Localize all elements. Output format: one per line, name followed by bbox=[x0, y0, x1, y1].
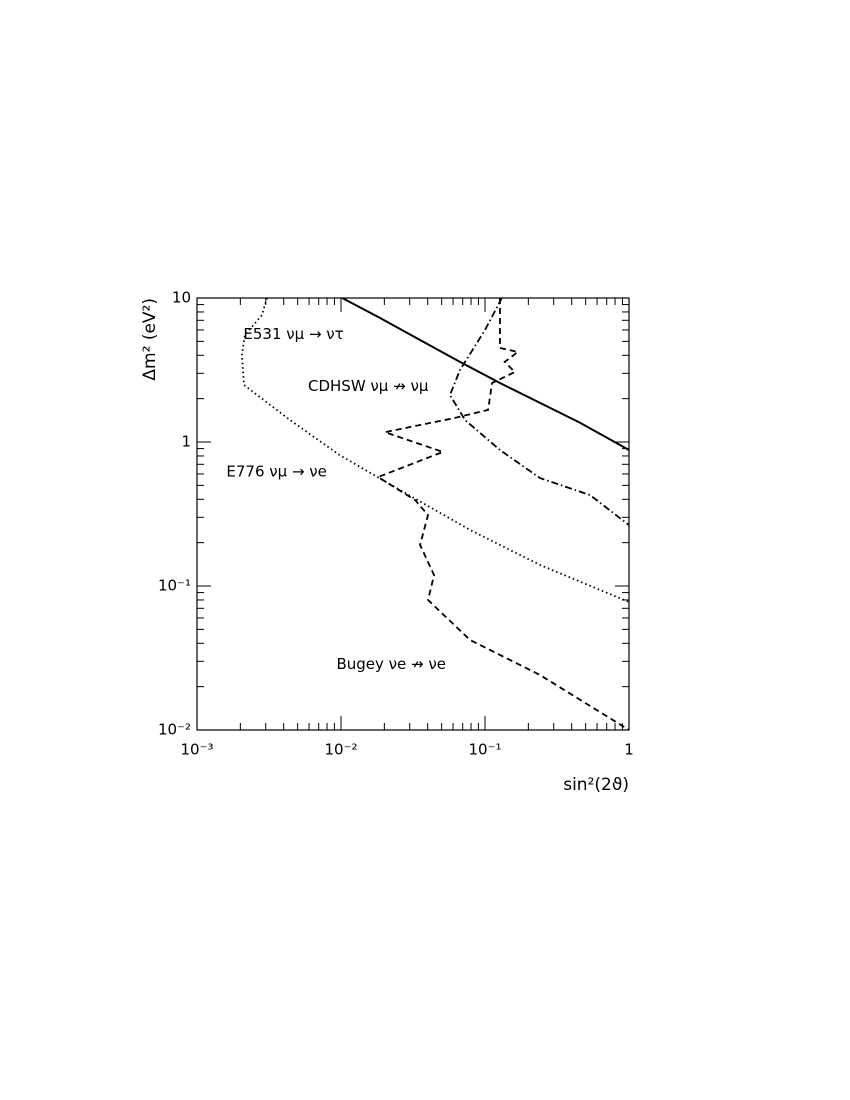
x-tick-label: 10⁻² bbox=[324, 741, 357, 759]
x-tick-label: 1 bbox=[624, 741, 634, 759]
x-tick-label: 10⁻¹ bbox=[468, 741, 501, 759]
curve bbox=[341, 297, 630, 451]
y-axis-title: Δm² (eV²) bbox=[140, 298, 160, 381]
y-tick-label: 10⁻¹ bbox=[158, 577, 191, 595]
annotation: E531 νμ → ντ bbox=[243, 325, 343, 343]
y-tick-label: 1 bbox=[181, 433, 191, 451]
y-tick-label: 10⁻² bbox=[158, 721, 191, 739]
annotation: CDHSW νμ ↛ νμ bbox=[308, 377, 429, 395]
x-tick-label: 10⁻³ bbox=[180, 741, 213, 759]
annotation: E776 νμ → νe bbox=[226, 462, 327, 480]
annotation: Bugey νe ↛ νe bbox=[336, 655, 446, 673]
curve bbox=[448, 297, 630, 526]
plot-frame bbox=[196, 297, 630, 731]
curve bbox=[376, 298, 630, 731]
y-tick-label: 10 bbox=[172, 289, 191, 307]
x-axis-title: sin²(2ϑ) bbox=[563, 775, 629, 795]
